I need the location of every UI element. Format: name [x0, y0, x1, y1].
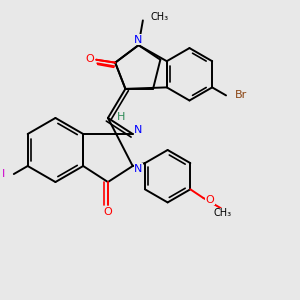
Text: O: O — [206, 194, 214, 205]
Text: H: H — [117, 112, 126, 122]
Text: N: N — [134, 125, 143, 136]
Text: Br: Br — [235, 90, 247, 100]
Text: I: I — [2, 169, 5, 179]
Text: N: N — [134, 164, 143, 174]
Text: O: O — [103, 207, 112, 217]
Text: CH₃: CH₃ — [213, 208, 231, 218]
Text: O: O — [85, 54, 94, 64]
Text: CH₃: CH₃ — [150, 12, 168, 22]
Text: N: N — [134, 35, 142, 45]
